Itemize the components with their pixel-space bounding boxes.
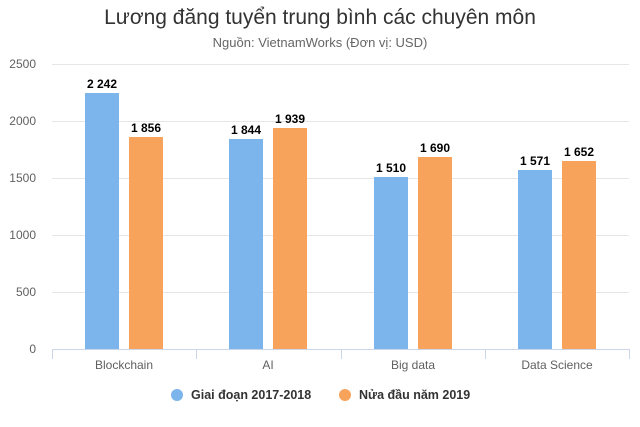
- x-tick: [629, 349, 630, 359]
- y-tick-label: 2000: [9, 114, 36, 128]
- y-tick-label: 0: [29, 342, 36, 356]
- y-tick-label: 500: [15, 285, 36, 299]
- x-label-ai: AI: [262, 358, 274, 372]
- x-tick: [485, 349, 486, 359]
- legend-label: Nửa đầu năm 2019: [359, 388, 471, 402]
- legend: Giai đoạn 2017-2018 Nửa đầu năm 2019: [0, 388, 640, 406]
- x-label-data-science: Data Science: [521, 358, 593, 372]
- x-label-blockchain: Blockchain: [94, 358, 154, 372]
- legend-item-2019[interactable]: Nửa đầu năm 2019: [339, 388, 470, 402]
- x-tick: [52, 349, 53, 359]
- gridline: [52, 178, 629, 179]
- bar-big-data-2019[interactable]: [418, 157, 452, 349]
- y-tick-label: 1500: [9, 171, 36, 185]
- data-label: 1 690: [419, 141, 451, 155]
- gridline: [52, 292, 629, 293]
- bar-data-science-2017-2018[interactable]: [518, 170, 552, 349]
- y-tick-label: 2500: [9, 57, 36, 71]
- data-label: 1 856: [130, 121, 162, 135]
- bar-blockchain-2017-2018[interactable]: [85, 93, 119, 349]
- data-label: 1 652: [563, 145, 595, 159]
- x-tick: [196, 349, 197, 359]
- gridline: [52, 64, 629, 65]
- data-label: 2 242: [86, 77, 118, 91]
- y-tick-label: 1000: [9, 228, 36, 242]
- data-label: 1 571: [519, 154, 551, 168]
- chart-subtitle: Nguồn: VietnamWorks (Đơn vị: USD): [212, 35, 428, 50]
- bar-ai-2019[interactable]: [273, 128, 307, 349]
- circle-marker-icon: [339, 389, 351, 401]
- x-axis-line: [52, 349, 629, 350]
- chart-title: Lương đăng tuyển trung bình các chuyên m…: [104, 6, 536, 29]
- data-label: 1 510: [375, 161, 407, 175]
- legend-label: Giai đoạn 2017-2018: [191, 388, 312, 402]
- gridline: [52, 235, 629, 236]
- data-label: 1 939: [274, 112, 306, 126]
- circle-marker-icon: [171, 389, 183, 401]
- bar-big-data-2017-2018[interactable]: [374, 177, 408, 349]
- legend-item-2017-2018[interactable]: Giai đoạn 2017-2018: [171, 388, 311, 402]
- bar-data-science-2019[interactable]: [562, 161, 596, 349]
- x-tick: [341, 349, 342, 359]
- bar-ai-2017-2018[interactable]: [229, 139, 263, 349]
- gridline: [52, 121, 629, 122]
- x-label-big-data: Big data: [390, 358, 436, 372]
- bar-blockchain-2019[interactable]: [129, 137, 163, 349]
- data-label: 1 844: [230, 123, 262, 137]
